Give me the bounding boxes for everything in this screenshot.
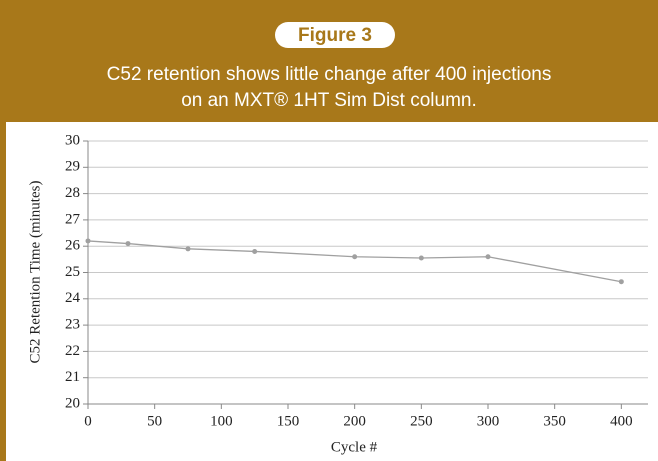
x-tick-label: 400	[610, 413, 633, 429]
y-tick-label: 26	[65, 238, 81, 254]
x-tick-label: 300	[477, 413, 500, 429]
x-axis-label: Cycle #	[331, 439, 378, 455]
y-tick-label: 30	[65, 132, 80, 148]
subtitle: on an MXT® 1HT Sim Dist column.	[181, 90, 477, 111]
data-point	[618, 279, 624, 285]
y-tick-label: 28	[65, 185, 80, 201]
y-tick-label: 20	[65, 395, 80, 411]
x-tick-label: 0	[84, 413, 92, 429]
x-tick-label: 150	[277, 413, 300, 429]
data-line	[87, 240, 622, 283]
data-point	[252, 248, 258, 254]
x-tick-label: 200	[343, 413, 366, 429]
y-tick-label: 21	[65, 369, 80, 385]
y-tick-label: 24	[65, 290, 81, 306]
data-point	[485, 254, 491, 260]
y-tick-label: 29	[65, 159, 80, 175]
x-tick-label: 50	[147, 413, 162, 429]
y-tick-label: 22	[65, 343, 80, 359]
y-tick-label: 25	[65, 264, 80, 280]
title-pill	[275, 22, 395, 48]
data-point	[352, 254, 358, 260]
subtitle: C52 retention shows little change after …	[107, 64, 552, 85]
y-axis-label: C52 Retention Time (minutes)	[27, 181, 43, 364]
data-point	[418, 255, 424, 261]
data-point	[85, 238, 91, 244]
x-tick-label: 350	[543, 413, 566, 429]
y-tick-label: 23	[65, 317, 80, 333]
x-tick-label: 100	[210, 413, 233, 429]
chart-title: Figure 3	[298, 25, 372, 46]
data-point	[125, 241, 131, 247]
x-tick-label: 250	[410, 413, 433, 429]
y-tick-label: 27	[65, 211, 81, 227]
chart-panel	[6, 122, 658, 461]
data-point	[185, 246, 191, 252]
